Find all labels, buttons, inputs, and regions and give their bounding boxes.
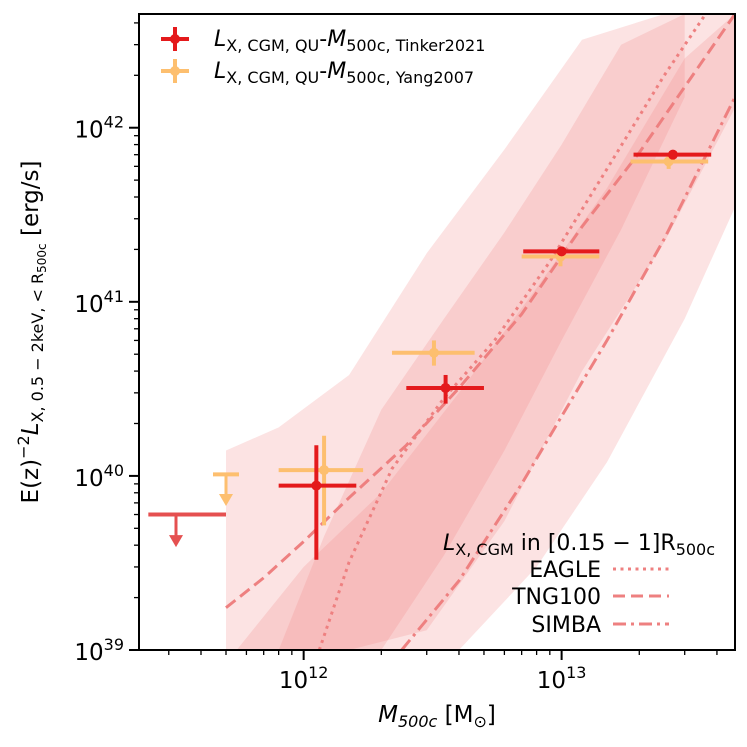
marker-yang2007-1 bbox=[319, 465, 330, 476]
model-legend-title: LX, CGM in [0.15 − 1]R500c bbox=[443, 531, 715, 559]
x-tick-label-13: 1013 bbox=[537, 663, 587, 694]
point-tinker2021-2 bbox=[406, 374, 484, 404]
model-legend-tng100: TNG100 bbox=[511, 585, 669, 610]
data-legend: LX, CGM, QU-M500c, Tinker2021 LX, CGM, Q… bbox=[161, 27, 485, 87]
point-yang2007-1 bbox=[278, 435, 364, 526]
model-legend-eagle: EAGLE bbox=[529, 558, 669, 583]
x-tick-label-12: 1012 bbox=[279, 663, 329, 694]
legend-entry-yang: LX, CGM, QU-M500c, Yang2007 bbox=[161, 59, 474, 87]
point-tinker2021-4 bbox=[633, 149, 712, 160]
marker-tinker2021-2 bbox=[440, 382, 451, 393]
data-points bbox=[148, 149, 712, 560]
point-tinker2021-3 bbox=[523, 246, 600, 257]
y-tick-label-40: 1040 bbox=[74, 461, 124, 492]
legend-entry-tinker: LX, CGM, QU-M500c, Tinker2021 bbox=[161, 27, 485, 55]
band-eagle bbox=[278, 14, 685, 650]
marker-tinker2021-3 bbox=[556, 246, 567, 257]
band-simba bbox=[236, 14, 735, 650]
upper-limit-arrowhead-yang2007 bbox=[218, 493, 233, 506]
axis-ticks bbox=[129, 22, 718, 660]
y-tick-label-41: 1041 bbox=[74, 287, 124, 318]
line-simba bbox=[400, 96, 735, 650]
y-tick-label-39: 1039 bbox=[74, 635, 124, 666]
svg-text:LX, CGM, QU-M500c, Tinker2021: LX, CGM, QU-M500c, Tinker2021 bbox=[214, 27, 485, 55]
plot-frame bbox=[138, 13, 736, 651]
marker-tinker2021-4 bbox=[667, 149, 678, 160]
band-tng100 bbox=[226, 14, 735, 650]
svg-text:TNG100: TNG100 bbox=[511, 585, 601, 610]
line-eagle bbox=[317, 14, 708, 650]
y-axis-label: E(z)−2LX, 0.5 − 2keV, < R500c [erg/s] bbox=[14, 161, 49, 504]
line-tng100 bbox=[225, 14, 735, 609]
svg-text:SIMBA: SIMBA bbox=[531, 613, 601, 638]
svg-text:EAGLE: EAGLE bbox=[529, 558, 601, 583]
marker-yang2007-2 bbox=[428, 347, 439, 358]
x-axis-label: M500c [M⊙] bbox=[378, 702, 496, 731]
model-legend: LX, CGM in [0.15 − 1]R500c EAGLE TNG100 … bbox=[443, 531, 715, 638]
point-yang2007-2 bbox=[391, 340, 475, 366]
scatter-bands bbox=[226, 14, 735, 650]
y-tick-label-42: 1042 bbox=[74, 113, 124, 144]
svg-text:LX, CGM, QU-M500c, Yang2007: LX, CGM, QU-M500c, Yang2007 bbox=[214, 59, 474, 87]
axis-tick-labels: 1012 1013 1039 1040 1041 1042 bbox=[74, 113, 586, 694]
marker-tinker2021-1 bbox=[311, 480, 322, 491]
upper-limit-arrowhead-tinker2021 bbox=[168, 535, 183, 548]
point-tinker2021-1 bbox=[278, 445, 357, 560]
model-lines bbox=[225, 14, 735, 650]
model-legend-simba: SIMBA bbox=[531, 613, 669, 638]
